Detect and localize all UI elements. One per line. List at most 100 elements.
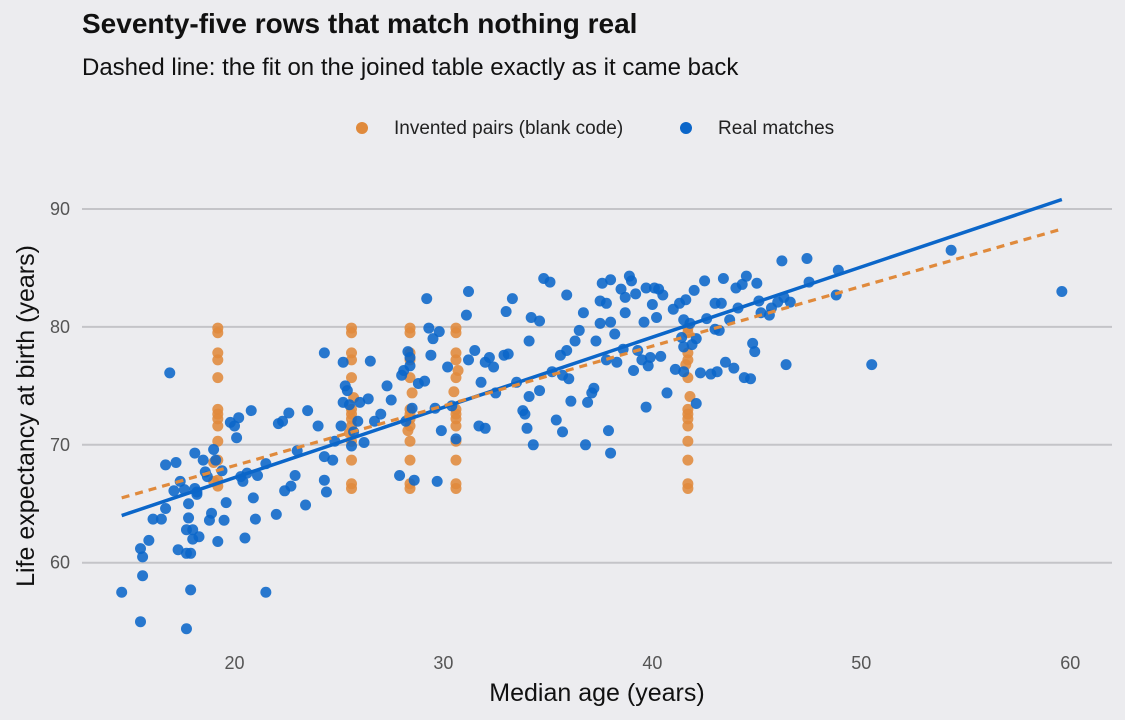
real-match-point: [187, 524, 199, 536]
real-match-point: [527, 439, 539, 451]
real-match-point: [619, 291, 631, 303]
real-match-point: [237, 475, 249, 487]
real-match-point: [801, 252, 813, 264]
real-match-point: [385, 394, 397, 406]
real-match-point: [143, 534, 155, 546]
real-match-point: [534, 385, 546, 397]
x-tick-label: 60: [1060, 653, 1080, 673]
real-match-point: [747, 337, 759, 349]
real-match-point: [229, 420, 241, 432]
real-match-point: [582, 396, 594, 408]
real-match-point: [352, 415, 364, 427]
real-match-point: [676, 332, 688, 343]
real-match-point: [469, 344, 481, 356]
real-match-point: [717, 273, 729, 285]
real-match-point: [362, 393, 374, 405]
invented-pair-point: [346, 354, 358, 366]
real-match-point: [657, 289, 669, 301]
real-match-point: [116, 586, 128, 598]
real-match-point: [506, 293, 518, 305]
real-match-point: [680, 294, 692, 306]
real-match-point: [619, 307, 631, 319]
y-axis-ticks: 60 70 80 90: [50, 199, 70, 573]
real-match-point: [644, 352, 656, 364]
real-match-point: [711, 366, 723, 378]
real-match-point: [521, 422, 533, 434]
invented-pair-point: [212, 435, 224, 447]
real-match-point: [206, 507, 218, 519]
invented-pair-point: [450, 454, 462, 466]
legend-marker-real: [680, 122, 692, 134]
x-axis-title: Median age (years): [489, 679, 704, 707]
real-match-point: [421, 293, 433, 305]
invented-pair-point: [450, 420, 462, 432]
real-match-point: [318, 347, 330, 359]
x-tick-label: 30: [433, 653, 453, 673]
real-match-point: [736, 278, 748, 290]
real-match-point: [408, 474, 420, 486]
real-match-point: [640, 401, 652, 413]
invented-pair-point: [404, 435, 416, 447]
real-match-point: [605, 316, 617, 328]
real-match-point: [699, 275, 711, 287]
chart-title: Seventy-five rows that match nothing rea…: [82, 8, 638, 39]
real-match-point: [651, 311, 663, 323]
real-match-point: [740, 270, 752, 282]
real-match-point: [577, 307, 589, 319]
real-match-point: [573, 324, 585, 336]
real-match-point: [431, 475, 443, 487]
real-match-point: [479, 422, 491, 434]
real-match-point: [183, 498, 195, 510]
real-match-point: [611, 356, 623, 368]
real-match-point: [220, 497, 232, 509]
real-match-point: [715, 297, 727, 309]
real-match-point: [233, 412, 245, 424]
fit-lines: [121, 197, 1063, 518]
real-match-point: [302, 405, 314, 417]
real-match-point: [544, 276, 556, 288]
invented-pair-point: [404, 372, 416, 384]
real-match-point: [580, 439, 592, 451]
real-match-point: [502, 348, 514, 360]
real-match-point: [425, 349, 437, 361]
real-match-point: [147, 513, 159, 525]
y-tick-label: 60: [50, 553, 70, 573]
real-match-point: [285, 480, 297, 492]
real-match-point: [404, 352, 416, 364]
real-match-point: [170, 457, 182, 468]
real-match-point: [594, 317, 606, 329]
real-match-point: [160, 502, 172, 514]
real-match-point: [678, 341, 690, 353]
real-match-point: [605, 274, 617, 286]
real-match-point: [318, 474, 330, 486]
y-tick-label: 70: [50, 435, 70, 455]
real-match-point: [523, 335, 535, 347]
real-match-point: [625, 275, 637, 287]
invented-pair-point: [212, 327, 224, 339]
invented-pair-point: [448, 386, 460, 398]
real-match-point: [661, 387, 673, 399]
real-match-point: [523, 390, 535, 402]
real-match-point: [488, 361, 500, 373]
invented-pair-point: [406, 387, 418, 399]
real-match-point: [335, 420, 347, 432]
real-match-point: [134, 543, 146, 555]
real-match-point: [561, 289, 573, 301]
real-match-point: [719, 356, 731, 368]
invented-pair-point: [402, 425, 414, 437]
real-match-point: [193, 531, 205, 543]
real-match-point: [343, 399, 355, 411]
real-match-point: [563, 373, 575, 385]
real-match-point: [406, 402, 418, 414]
real-match-point: [646, 298, 658, 310]
real-match-point: [866, 359, 878, 371]
invented-pair-point: [404, 454, 416, 466]
y-axis-title: Life expectancy at birth (years): [12, 245, 40, 587]
real-match-point: [164, 367, 176, 379]
y-tick-label: 90: [50, 199, 70, 219]
real-match-point: [260, 586, 272, 598]
real-match-point: [550, 414, 562, 426]
real-match-point: [745, 373, 757, 385]
real-match-point: [155, 513, 167, 525]
real-match-point: [134, 616, 146, 628]
